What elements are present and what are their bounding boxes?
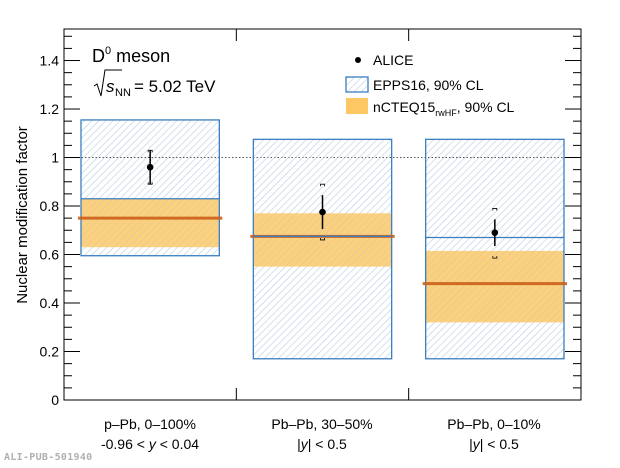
alice-point-2: [491, 229, 499, 236]
legend-swatch-epps16: [345, 76, 369, 93]
plot-area: [64, 119, 581, 360]
legend-marker-alice: [355, 57, 361, 63]
category-label-1-line2: |y| < 0.5: [297, 436, 347, 452]
epps16-hatch-overlay-0: [81, 198, 220, 248]
legend-label-alice: ALICE: [373, 52, 413, 68]
y-tick-label: 0.6: [40, 247, 60, 263]
y-tick-label: 1.4: [40, 53, 60, 69]
epps16-box-2: [425, 138, 565, 360]
epps16-box-0: [80, 119, 220, 257]
y-tick-label: 0.4: [40, 295, 60, 311]
alice-sys-lower-2: [492, 256, 498, 259]
svg-text:NN: NN: [115, 87, 131, 99]
chart-title: D0 meson: [92, 45, 170, 66]
category-label-0-line1: p–Pb, 0–100%: [104, 416, 196, 432]
watermark: ALI-PUB-501940: [4, 452, 93, 463]
axes: 0 0.2 0.4 0.6 0.8 1 1.2 1.4: [40, 28, 582, 408]
category-label-2-line1: Pb–Pb, 0–10%: [447, 416, 540, 432]
epps16-box-1: [252, 138, 393, 360]
x-axis-labels: p–Pb, 0–100% -0.96 < y < 0.04 Pb–Pb, 30–…: [101, 416, 541, 452]
alice-sys-upper-1: [320, 183, 325, 187]
svg-text:= 5.02 TeV: = 5.02 TeV: [134, 77, 216, 96]
alice-point-0: [146, 163, 154, 171]
y-axis-label: Nuclear modification factor: [14, 126, 31, 304]
plot-frame: [63, 28, 582, 401]
alice-sys-lower-1: [320, 237, 325, 241]
y-tick-label: 0: [51, 392, 59, 408]
legend-label-epps16: EPPS16, 90% CL: [373, 77, 484, 93]
svg-text:D0 meson: D0 meson: [92, 45, 170, 66]
legend-swatch-ncteq15: [346, 98, 368, 114]
legend: ALICE EPPS16, 90% CL nCTEQ15rwHF, 90% CL: [345, 52, 515, 118]
epps16-hatch-overlay-2: [425, 250, 564, 323]
legend-label-ncteq15: nCTEQ15rwHF, 90% CL: [373, 99, 515, 118]
category-label-0-line2: -0.96 < y < 0.04: [101, 436, 199, 452]
category-label-2-line2: |y| < 0.5: [469, 436, 519, 452]
y-tick-label: 0.8: [40, 198, 60, 214]
epps16-band-2: [425, 139, 564, 359]
y-tick-label: 1: [51, 150, 59, 166]
alice-sys-upper-2: [492, 208, 498, 211]
alice-point-1: [319, 208, 326, 216]
alice-sys-lower-0: [147, 182, 153, 185]
y-tick-label: 1.2: [40, 101, 60, 117]
category-label-1-line1: Pb–Pb, 30–50%: [271, 416, 372, 432]
energy-label: s NN = 5.02 TeV: [93, 69, 216, 99]
y-tick-label: 0.2: [40, 344, 60, 360]
svg-text:s: s: [106, 77, 115, 96]
